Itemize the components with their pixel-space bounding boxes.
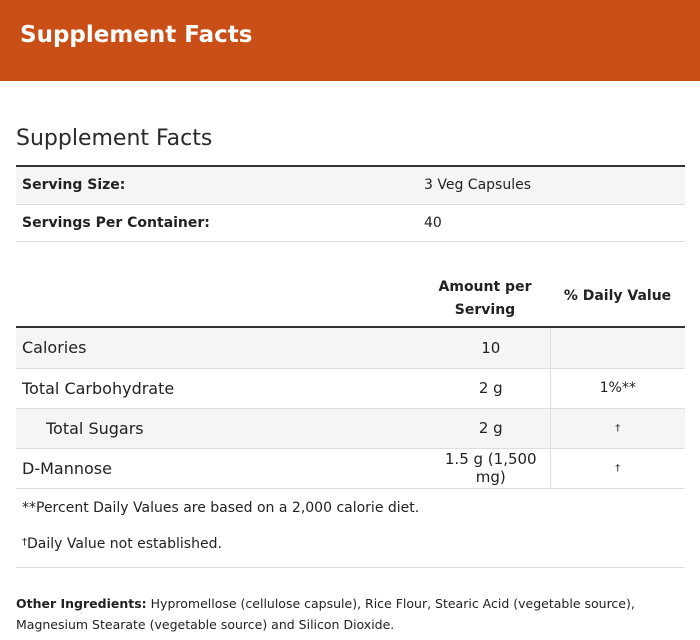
footer-rule (16, 567, 685, 568)
other-ingredients-text: Hypromellose (cellulose capsule), Rice F… (16, 596, 635, 632)
amount-header-line2: Serving (454, 302, 516, 318)
other-ingredients: Other Ingredients: Hypromellose (cellulo… (16, 593, 684, 635)
table-row: D-Mannose 1.5 g (1,500 mg) † (16, 448, 685, 489)
header-bar: Supplement Facts (0, 0, 700, 81)
top-rule (16, 165, 685, 167)
dagger-note-text: Daily Value not established. (27, 536, 222, 552)
nutrient-daily-value (549, 328, 685, 369)
serving-size-row: Serving Size: 3 Veg Capsules (16, 167, 685, 205)
dagger-symbol: † (22, 537, 27, 548)
facts-title: Supplement Facts (16, 126, 213, 151)
nutrient-name: Total Carbohydrate (16, 368, 432, 409)
nutrient-name: D-Mannose (16, 448, 432, 489)
percent-daily-value-footnote: **Percent Daily Values are based on a 2,… (22, 500, 420, 516)
nutrient-daily-value: † (549, 408, 685, 449)
nutrient-daily-value: † (549, 448, 685, 489)
nutrient-name: Calories (16, 328, 432, 369)
middle-rule (16, 326, 685, 328)
nutrient-amount: 10 (432, 328, 550, 369)
nutrient-amount: 1.5 g (1,500 mg) (432, 448, 550, 489)
servings-per-container-label: Servings Per Container: (16, 204, 418, 242)
amount-column-header: Amount per Serving (430, 276, 540, 322)
table-row: Total Sugars 2 g † (16, 408, 685, 449)
nutrient-table: Calories 10 Total Carbohydrate 2 g 1%** … (16, 328, 685, 489)
nutrient-name: Total Sugars (16, 408, 432, 449)
header-title: Supplement Facts (20, 22, 253, 48)
serving-table: Serving Size: 3 Veg Capsules Servings Pe… (16, 167, 685, 242)
serving-size-label: Serving Size: (16, 167, 418, 205)
other-ingredients-label: Other Ingredients: (16, 596, 147, 611)
nutrient-amount: 2 g (432, 408, 550, 449)
amount-header-line1: Amount per (438, 279, 532, 295)
nutrient-daily-value: 1%** (549, 368, 685, 409)
daily-value-column-header: % Daily Value (563, 288, 672, 304)
servings-per-container-row: Servings Per Container: 40 (16, 204, 685, 242)
servings-per-container-value: 40 (418, 204, 685, 242)
serving-size-value: 3 Veg Capsules (418, 167, 685, 205)
nutrient-amount: 2 g (432, 368, 550, 409)
daily-value-not-established-footnote: †Daily Value not established. (22, 536, 222, 552)
table-row: Total Carbohydrate 2 g 1%** (16, 368, 685, 409)
table-row: Calories 10 (16, 328, 685, 369)
